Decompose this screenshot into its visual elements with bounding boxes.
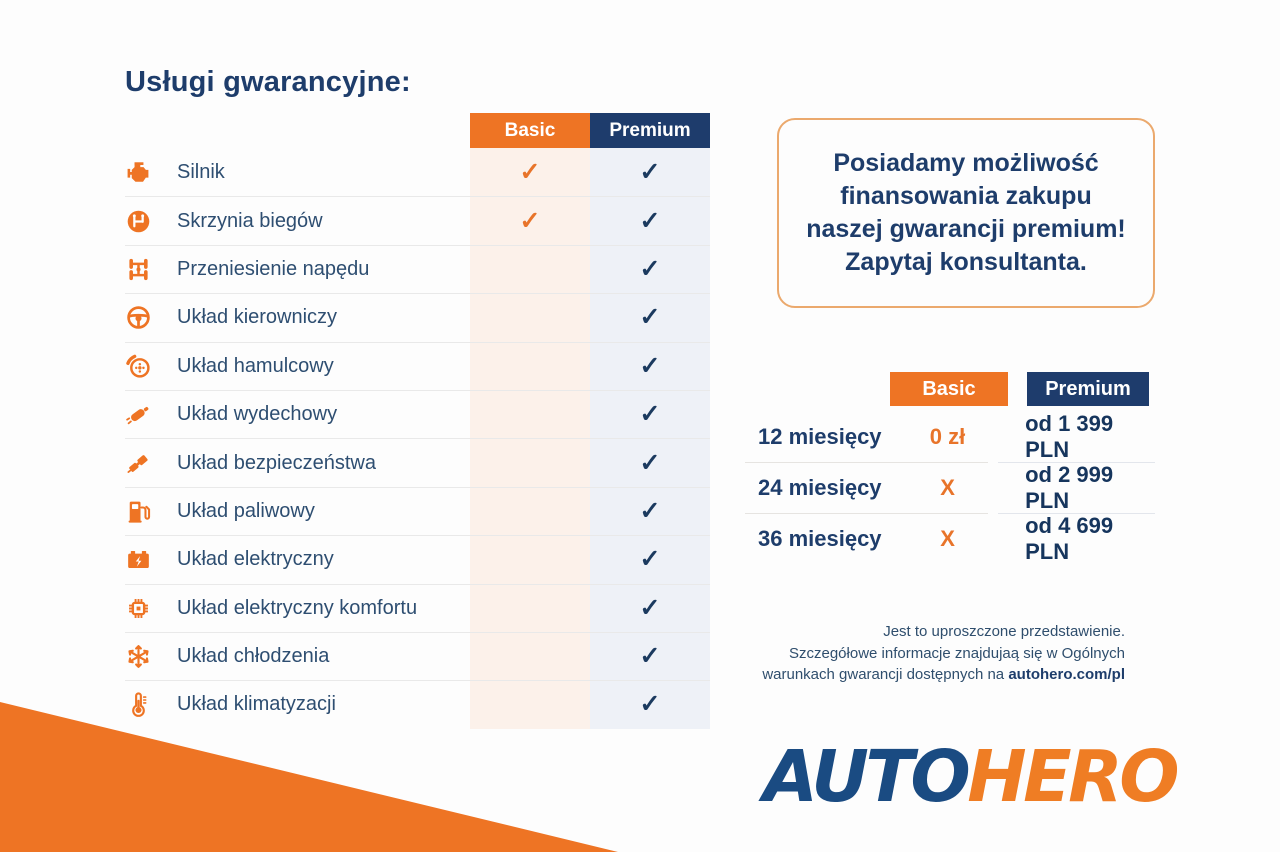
pricing-period: 24 miesięcy	[758, 475, 882, 500]
premium-check: ✓	[639, 254, 661, 283]
pricing-header-premium: Premium	[1027, 372, 1149, 406]
service-label: Układ klimatyzacji	[177, 693, 336, 716]
service-label: Układ hamulcowy	[177, 354, 334, 377]
premium-check: ✓	[639, 593, 661, 622]
chip-icon	[129, 598, 148, 618]
promo-line: naszej gwarancji premium!	[806, 215, 1126, 243]
steering-wheel-icon	[127, 306, 150, 330]
battery-icon	[128, 551, 149, 569]
exhaust-icon	[126, 407, 149, 425]
service-row: Przeniesienie napędu ✓	[125, 244, 710, 294]
service-row: Skrzynia biegów ✓ ✓	[125, 196, 710, 245]
premium-check: ✓	[639, 690, 661, 719]
basic-price: X	[940, 475, 955, 500]
pricing-period: 36 miesięcy	[758, 526, 882, 551]
seatbelt-icon	[127, 454, 148, 473]
snowflake-icon	[128, 645, 149, 669]
basic-column-header: Basic	[470, 113, 590, 148]
service-label: Przeniesienie napędu	[177, 257, 370, 280]
disclaimer-text: Jest to uproszczone przedstawienie. Szcz…	[565, 621, 1125, 686]
service-row: Układ klimatyzacji ✓	[125, 680, 710, 729]
premium-check: ✓	[639, 545, 661, 574]
fuel-pump-icon	[128, 501, 151, 523]
promo-line: finansowania zakupu	[840, 182, 1092, 210]
engine-icon	[127, 162, 149, 182]
autohero-url-text: autohero.com/pl	[1008, 666, 1125, 683]
drivetrain-icon	[129, 258, 148, 281]
premium-price: od 4 699 PLN	[1025, 513, 1114, 564]
premium-column-header: Premium	[590, 113, 710, 148]
service-row: Układ wydechowy ✓	[125, 389, 710, 439]
services-table-header: Basic Premium	[470, 113, 710, 148]
premium-check: ✓	[639, 642, 661, 671]
logo-hero-part: HERO	[967, 735, 1179, 818]
financing-promo-box: Posiadamy możliwość finansowania zakupu …	[777, 118, 1155, 308]
thermometer-icon	[132, 692, 147, 718]
premium-price: od 2 999 PLN	[1025, 462, 1114, 513]
row-divider	[745, 513, 1162, 514]
service-label: Układ kierowniczy	[177, 306, 338, 329]
service-row: Układ bezpieczeństwa ✓	[125, 438, 710, 487]
premium-check: ✓	[639, 206, 661, 235]
service-label: Układ elektryczny komfortu	[177, 596, 418, 619]
service-row: Układ elektryczny komfortu ✓	[125, 583, 710, 632]
basic-price: X	[940, 526, 955, 551]
services-table: Basic Premium Silnik ✓ ✓ Skrzynia biegów…	[125, 113, 710, 729]
gearbox-icon	[127, 210, 150, 232]
service-label: Układ chłodzenia	[177, 645, 330, 668]
page-title: Usługi gwarancyjne:	[125, 66, 411, 98]
disclaimer-line: Szczegółowe informacje znajdujaą się w O…	[788, 644, 1125, 662]
premium-check: ✓	[639, 400, 661, 429]
autohero-logo: AUTOHERO	[763, 741, 1180, 812]
service-label: Układ elektryczny	[177, 548, 334, 571]
pricing-header-basic: Basic	[890, 372, 1008, 406]
service-row: Układ chłodzenia ✓	[125, 631, 710, 681]
basic-price: 0 zł	[929, 424, 966, 449]
premium-check: ✓	[639, 351, 661, 380]
brake-disc-icon	[126, 354, 150, 378]
service-label: Silnik	[177, 160, 225, 183]
pricing-row: 12 miesięcy 0 zł od 1 399 PLN	[745, 411, 1162, 462]
row-divider	[745, 462, 1162, 463]
premium-check: ✓	[639, 448, 661, 477]
pricing-row: 36 miesięcy X od 4 699 PLN	[745, 513, 1162, 564]
disclaimer-line: warunkach gwarancji dostępnych na	[762, 666, 1009, 683]
basic-check: ✓	[519, 206, 541, 235]
premium-price: od 1 399 PLN	[1025, 411, 1114, 462]
service-row: Układ elektryczny ✓	[125, 535, 710, 584]
service-label: Układ paliwowy	[177, 499, 315, 522]
pricing-period: 12 miesięcy	[758, 424, 882, 449]
logo-auto-part: AUTO	[763, 735, 971, 818]
premium-check: ✓	[639, 157, 661, 186]
premium-check: ✓	[639, 496, 661, 525]
service-row: Silnik ✓ ✓	[125, 148, 710, 197]
pricing-table: Basic Premium 12 miesięcy 0 zł od 1 399 …	[745, 372, 1162, 564]
service-label: Skrzynia biegów	[177, 209, 323, 232]
disclaimer-line: Jest to uproszczone przedstawienie.	[883, 623, 1125, 640]
service-row: Układ hamulcowy ✓	[125, 341, 710, 390]
pricing-table-header: Basic Premium	[745, 372, 1162, 406]
service-label: Układ bezpieczeństwa	[177, 451, 376, 474]
pricing-row: 24 miesięcy X od 2 999 PLN	[745, 462, 1162, 513]
service-row: Układ kierowniczy ✓	[125, 293, 710, 342]
promo-line: Posiadamy możliwość	[833, 149, 1099, 177]
service-label: Układ wydechowy	[177, 403, 338, 426]
promo-line: Zapytaj konsultanta.	[845, 248, 1087, 276]
service-row: Układ paliwowy ✓	[125, 486, 710, 536]
basic-check: ✓	[519, 157, 541, 186]
premium-check: ✓	[639, 303, 661, 332]
